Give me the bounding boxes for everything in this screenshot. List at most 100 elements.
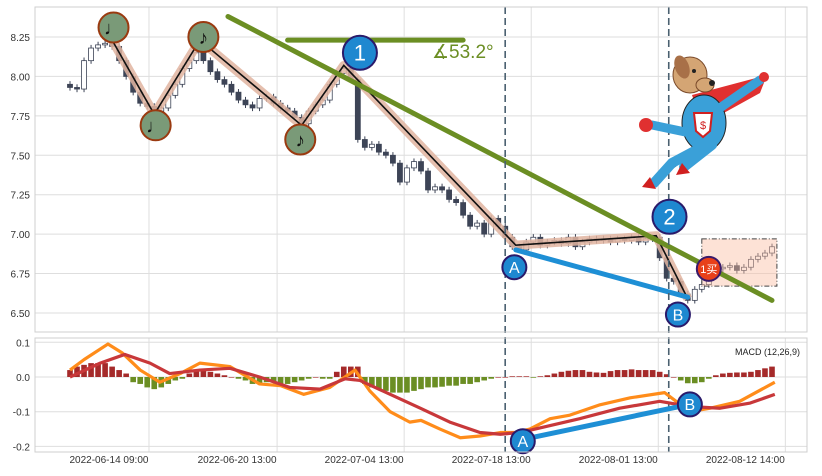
histogram-bar <box>326 377 333 379</box>
wave-marker-label: B <box>685 397 696 414</box>
price-tick-label: 8.25 <box>11 33 31 44</box>
up-candle <box>474 222 481 227</box>
down-candle <box>249 104 256 109</box>
histogram-bar <box>474 377 480 383</box>
histogram-bar <box>193 370 200 377</box>
histogram-bar <box>706 377 712 379</box>
down-candle <box>382 151 389 156</box>
histogram-bar <box>235 377 242 379</box>
price-divergence-line <box>513 247 691 300</box>
histogram-bar <box>319 377 326 379</box>
price-tick-label: 8.00 <box>11 72 31 83</box>
histogram-bar <box>186 373 193 377</box>
histogram-bar <box>144 377 151 388</box>
histogram-bar <box>256 377 263 384</box>
down-candle <box>734 265 740 271</box>
histogram-bar <box>586 371 593 377</box>
histogram-bar <box>425 377 431 388</box>
histogram-bar <box>446 377 452 386</box>
down-candle <box>207 60 214 73</box>
up-candle <box>748 258 754 268</box>
axes: 8.25 8.00 7.75 7.50 7.25 7.00 6.75 6.50 0.1 0.0 -0… <box>11 6 808 466</box>
histogram-bar <box>741 372 747 377</box>
histogram-bar <box>755 370 761 377</box>
wave-marker <box>651 198 688 235</box>
macd-title: MACD (12,26,9) <box>735 347 800 357</box>
histogram-bar <box>312 377 319 378</box>
down-candle <box>375 143 382 153</box>
histogram-bar <box>340 366 347 377</box>
time-tick-label: 2022-06-20 13:00 <box>198 455 277 466</box>
histogram-bar <box>460 377 466 384</box>
price-tick-label: 7.50 <box>11 151 31 162</box>
up-candle <box>368 143 375 148</box>
wave-marker-label: A <box>509 260 520 277</box>
up-candle <box>698 284 705 290</box>
wave-marker <box>501 254 528 281</box>
histogram-bar <box>411 377 417 391</box>
histogram-bar <box>404 377 410 393</box>
histogram-bar <box>649 370 656 377</box>
histogram-bar <box>621 370 628 377</box>
price-tick-label: 6.75 <box>11 270 31 281</box>
histogram-bar <box>670 377 677 378</box>
down-candle <box>418 161 424 172</box>
histogram-bar <box>523 376 530 377</box>
histogram-bar <box>116 370 122 377</box>
down-candle <box>214 71 221 80</box>
histogram-bar <box>284 377 291 384</box>
histogram-bar <box>600 372 607 377</box>
histogram-bar <box>642 370 649 377</box>
histogram-bar <box>369 377 375 388</box>
price-tick-label: 7.25 <box>11 191 31 202</box>
buy-marker <box>695 255 722 282</box>
time-tick-label: 2022-06-14 09:00 <box>69 455 148 466</box>
down-candle <box>221 79 228 85</box>
macd-tick-label: -0.1 <box>13 408 31 419</box>
histogram-bar <box>376 377 382 390</box>
histogram-bar <box>305 377 312 379</box>
histogram-bar <box>228 377 235 378</box>
histogram-bar <box>109 366 115 377</box>
up-candle <box>769 246 775 254</box>
histogram-bar <box>418 377 424 390</box>
histogram-bar <box>172 377 179 381</box>
histogram-bar <box>207 371 214 377</box>
histogram-bar <box>762 368 768 377</box>
histogram-bar <box>607 371 614 377</box>
histogram-bar <box>656 371 663 377</box>
up-candle <box>726 265 733 268</box>
histogram-bar <box>537 376 544 377</box>
histogram-bar <box>481 377 487 381</box>
up-candle <box>88 47 94 62</box>
down-candle <box>453 199 460 203</box>
histogram-bar <box>551 373 558 377</box>
time-tick-label: 2022-08-12 14:00 <box>706 455 785 466</box>
down-candle <box>228 83 235 93</box>
up-candle <box>432 186 438 191</box>
note-marker-glyph: ♪ <box>296 131 306 152</box>
time-tick-label: 2022-07-18 13:00 <box>452 455 531 466</box>
down-candle <box>425 170 431 191</box>
up-candle <box>404 167 410 183</box>
histogram-bar <box>390 377 396 393</box>
histogram-bar <box>509 376 516 377</box>
down-candle <box>467 214 474 227</box>
histogram-bar <box>333 371 340 377</box>
histogram-bar <box>242 377 249 381</box>
wave-marker <box>341 34 378 71</box>
down-candle <box>200 52 207 62</box>
price-panel-frame <box>34 6 808 333</box>
wave-marker <box>509 428 536 455</box>
wave-marker-label: A <box>517 434 528 451</box>
up-candle <box>81 60 87 90</box>
histogram-bar <box>123 373 129 377</box>
up-candle <box>741 266 747 271</box>
macd-tick-label: -0.2 <box>13 442 31 453</box>
down-candle <box>390 154 396 164</box>
histogram-bar <box>502 377 509 378</box>
macd-tick-label: 0.0 <box>16 373 30 384</box>
histogram-bar <box>179 377 186 379</box>
histogram-bar <box>397 377 403 393</box>
